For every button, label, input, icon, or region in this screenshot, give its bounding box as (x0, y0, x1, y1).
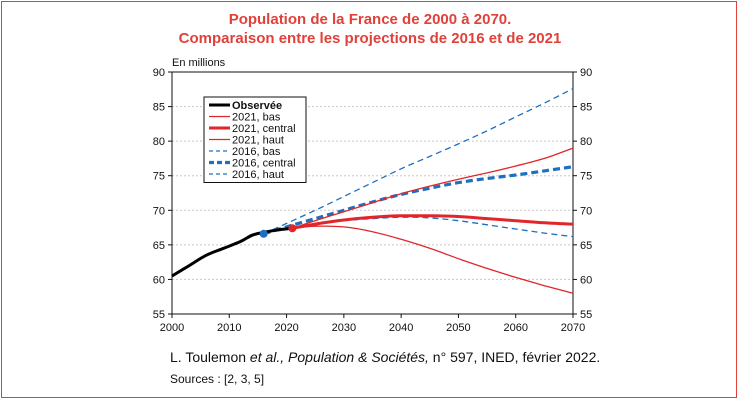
y-tick-label-right: 70 (580, 205, 592, 217)
x-tick-label: 2040 (389, 322, 413, 334)
legend-label: 2016, haut (232, 169, 284, 181)
y-tick-label-left: 55 (153, 309, 165, 321)
y-tick-label-left: 70 (153, 205, 165, 217)
point-marker-1 (288, 224, 297, 233)
series-line-4 (263, 216, 574, 238)
source-author: L. Toulemon (170, 349, 250, 365)
y-tick-label-right: 75 (580, 171, 592, 183)
source-etal: et al., (249, 349, 285, 365)
x-tick-label: 2060 (503, 322, 527, 334)
legend-label: Observée (232, 100, 282, 112)
y-tick-label-left: 90 (153, 67, 165, 79)
y-tick-label-right: 80 (580, 136, 592, 148)
x-tick-label: 2070 (561, 322, 585, 334)
source-details: n° 597, INED, février 2022. (428, 349, 601, 365)
legend-label: 2021, bas (232, 112, 281, 124)
source-citation: L. Toulemon et al., Population & Société… (170, 349, 600, 365)
y-tick-label-left: 65 (153, 240, 165, 252)
series-line-0 (171, 226, 293, 278)
y-tick-label-right: 55 (580, 309, 592, 321)
y-tick-label-left: 60 (153, 274, 165, 286)
x-tick-label: 2020 (274, 322, 298, 334)
y-tick-label-right: 65 (580, 240, 592, 252)
legend-label: 2016, central (232, 158, 296, 170)
source-references: Sources : [2, 3, 5] (170, 372, 265, 386)
source-journal: Population & Sociétés, (288, 349, 429, 365)
legend-label: 2016, bas (232, 146, 281, 158)
series-line-6 (263, 88, 574, 235)
series-lines (171, 88, 574, 294)
y-axis-unit-label: En millions (172, 57, 226, 69)
series-line-3 (292, 147, 574, 229)
y-tick-label-right: 85 (580, 102, 592, 114)
x-tick-label: 2030 (332, 322, 356, 334)
y-tick-label-left: 80 (153, 136, 165, 148)
axes (168, 71, 577, 318)
plot-area-border (171, 71, 574, 315)
chart-title: Population de la France de 2000 à 2070. (228, 11, 512, 28)
y-tick-label-right: 90 (580, 67, 592, 79)
series-line-5 (263, 165, 574, 236)
y-tick-label-left: 85 (153, 102, 165, 114)
y-tick-label-left: 75 (153, 171, 165, 183)
series-line-1 (292, 225, 574, 294)
x-tick-label: 2010 (217, 322, 241, 334)
series-line-2 (292, 214, 574, 230)
x-tick-label: 2000 (160, 322, 184, 334)
tick-labels: 55 55 60 60 65 65 70 70 75 75 80 80 85 85 90 90 2000 2010… (153, 67, 593, 334)
y-tick-label-right: 60 (580, 274, 592, 286)
legend-label: 2021, haut (232, 135, 284, 147)
chart-subtitle: Comparaison entre les projections de 201… (178, 30, 562, 47)
point-markers (259, 224, 297, 238)
x-tick-label: 2050 (446, 322, 470, 334)
legend-label: 2021, central (232, 123, 296, 135)
point-marker-0 (259, 229, 268, 238)
